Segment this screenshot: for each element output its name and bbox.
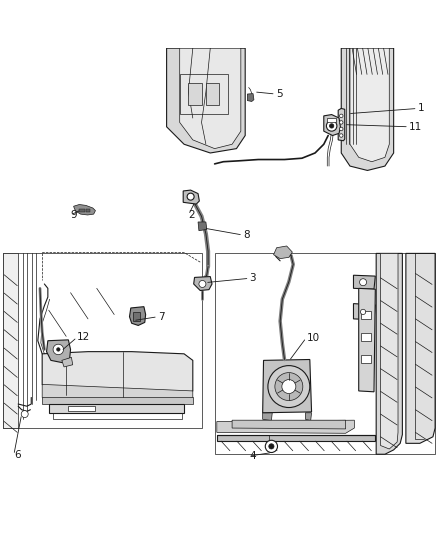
Polygon shape bbox=[350, 48, 389, 161]
Circle shape bbox=[360, 279, 367, 286]
Polygon shape bbox=[376, 253, 403, 454]
Polygon shape bbox=[232, 420, 346, 429]
Polygon shape bbox=[341, 48, 394, 171]
Bar bbox=[68, 406, 95, 411]
Text: 11: 11 bbox=[409, 122, 422, 132]
Polygon shape bbox=[198, 222, 207, 231]
Polygon shape bbox=[263, 359, 311, 413]
Bar bbox=[361, 333, 371, 341]
Polygon shape bbox=[217, 434, 375, 441]
Circle shape bbox=[339, 134, 343, 138]
Bar bbox=[327, 118, 336, 122]
Polygon shape bbox=[180, 75, 228, 114]
Circle shape bbox=[339, 114, 343, 118]
Bar bbox=[79, 209, 85, 212]
Polygon shape bbox=[305, 413, 311, 421]
Polygon shape bbox=[353, 304, 375, 320]
Circle shape bbox=[57, 348, 60, 351]
Polygon shape bbox=[359, 288, 375, 392]
Circle shape bbox=[265, 440, 278, 453]
Bar bbox=[215, 253, 435, 454]
Polygon shape bbox=[62, 357, 73, 367]
Bar bbox=[361, 311, 371, 319]
Polygon shape bbox=[263, 413, 272, 421]
Bar bbox=[86, 209, 90, 212]
Circle shape bbox=[339, 120, 343, 124]
Polygon shape bbox=[3, 253, 18, 428]
Polygon shape bbox=[274, 246, 292, 259]
Polygon shape bbox=[42, 384, 193, 403]
Polygon shape bbox=[381, 253, 398, 449]
Bar bbox=[134, 312, 141, 321]
Text: 8: 8 bbox=[243, 230, 250, 240]
Text: 5: 5 bbox=[276, 89, 283, 99]
Polygon shape bbox=[180, 48, 241, 149]
Bar bbox=[3, 253, 201, 428]
Circle shape bbox=[339, 127, 343, 131]
Text: 6: 6 bbox=[14, 450, 21, 460]
Polygon shape bbox=[42, 352, 193, 398]
Polygon shape bbox=[406, 253, 435, 443]
Polygon shape bbox=[183, 190, 199, 204]
Text: 3: 3 bbox=[250, 273, 256, 283]
Polygon shape bbox=[166, 48, 245, 153]
Circle shape bbox=[21, 410, 28, 417]
Polygon shape bbox=[188, 83, 201, 105]
Circle shape bbox=[268, 366, 310, 408]
Circle shape bbox=[275, 373, 303, 400]
Circle shape bbox=[360, 309, 366, 314]
Circle shape bbox=[53, 344, 64, 354]
Polygon shape bbox=[247, 94, 254, 101]
Polygon shape bbox=[194, 277, 212, 290]
Circle shape bbox=[282, 379, 296, 393]
Text: 10: 10 bbox=[306, 333, 319, 343]
Bar bbox=[361, 354, 371, 362]
Circle shape bbox=[329, 124, 334, 128]
Polygon shape bbox=[130, 306, 146, 326]
Polygon shape bbox=[206, 83, 219, 105]
Text: 7: 7 bbox=[158, 312, 165, 322]
Circle shape bbox=[199, 280, 206, 287]
Polygon shape bbox=[338, 108, 345, 141]
Circle shape bbox=[187, 193, 194, 200]
Text: 12: 12 bbox=[77, 332, 90, 342]
Polygon shape bbox=[353, 275, 375, 289]
Polygon shape bbox=[217, 420, 354, 433]
Polygon shape bbox=[46, 340, 71, 362]
Circle shape bbox=[269, 444, 274, 449]
Circle shape bbox=[326, 120, 337, 131]
Text: 4: 4 bbox=[250, 451, 256, 461]
Polygon shape bbox=[49, 404, 184, 413]
Polygon shape bbox=[42, 398, 193, 404]
Polygon shape bbox=[324, 115, 340, 135]
Text: 2: 2 bbox=[188, 210, 195, 220]
Text: 9: 9 bbox=[71, 210, 77, 220]
Polygon shape bbox=[74, 205, 95, 215]
Text: 1: 1 bbox=[418, 103, 424, 114]
